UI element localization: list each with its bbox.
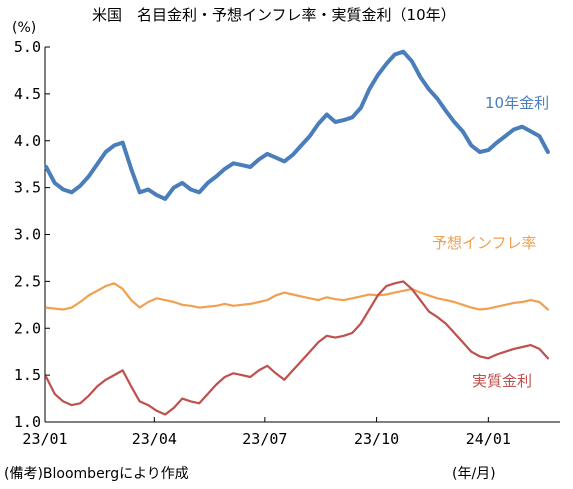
y-tick-label: 3.5 — [14, 179, 41, 197]
x-tick-label: 24/01 — [466, 430, 511, 448]
y-tick-labels: 1.0 1.5 2.0 2.5 3.0 3.5 4.0 4.5 5.0 — [14, 38, 50, 431]
y-tick-label: 5.0 — [14, 38, 41, 56]
x-tick-label: 23/07 — [242, 430, 287, 448]
series-label: 予想インフレ率 — [432, 234, 537, 252]
series-lines — [44, 49, 550, 416]
y-axis-unit: (%) — [12, 20, 37, 36]
x-tick-label: 23/10 — [354, 430, 399, 448]
y-tick-label: 3.0 — [14, 226, 41, 244]
y-tick-label: 1.5 — [14, 366, 41, 384]
series-label: 10年金利 — [485, 94, 549, 112]
series-line — [44, 49, 550, 201]
y-tick-label: 4.5 — [14, 85, 41, 103]
series-line — [45, 282, 550, 311]
y-tick-label: 1.0 — [14, 413, 41, 431]
x-tick-label: 23/01 — [22, 430, 67, 448]
chart-title: 米国 名目金利・予想インフレ率・実質金利（10年） — [92, 6, 456, 24]
y-tick-label: 2.0 — [14, 319, 41, 337]
series-line — [45, 280, 550, 416]
series-label: 実質金利 — [472, 372, 532, 390]
y-tick-label: 2.5 — [14, 272, 41, 290]
x-tick-labels: 23/01 23/04 23/07 23/10 24/01 — [22, 417, 511, 448]
source-note: (備考)Bloombergにより作成 — [4, 466, 189, 482]
x-axis-unit: (年/月) — [452, 466, 496, 482]
y-tick-label: 4.0 — [14, 132, 41, 150]
x-tick-label: 23/04 — [132, 430, 177, 448]
